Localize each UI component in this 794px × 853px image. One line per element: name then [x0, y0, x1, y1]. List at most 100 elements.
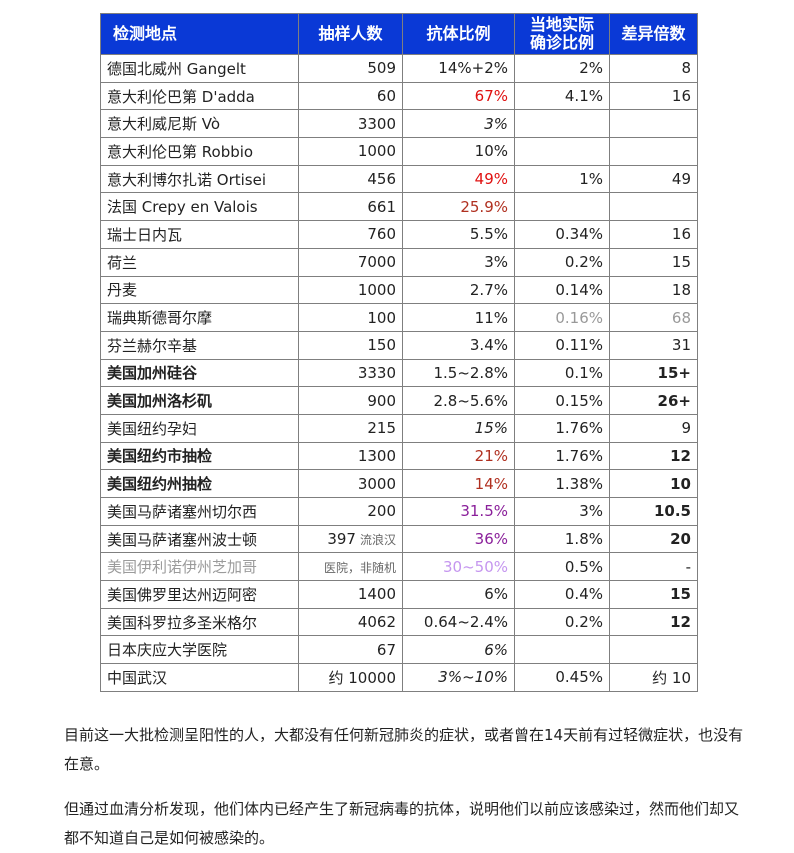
cell-location: 意大利博尔扎诺 Ortisei	[100, 164, 299, 194]
cell-confirmed-rate-text: 0.45%	[555, 668, 603, 687]
cell-ratio: 15	[609, 580, 698, 609]
cell-confirmed-rate-text: 0.16%	[555, 308, 603, 327]
cell-sample-size-text: 100	[367, 308, 396, 327]
cell-ratio: 68	[609, 303, 698, 332]
cell-location: 美国加州洛杉矶	[100, 386, 299, 415]
cell-confirmed-rate: 1.76%	[514, 413, 610, 443]
cell-sample-size-text: 397	[327, 530, 356, 549]
cell-antibody-rate: 3%	[402, 109, 515, 139]
cell-sample-size-text: 1300	[357, 446, 396, 465]
header-confirmed-rate: 当地实际 确诊比例	[514, 13, 610, 55]
table-row: 意大利伦巴第 Robbio 1000 10%	[100, 137, 698, 166]
cell-confirmed-rate-text: 0.5%	[564, 557, 603, 576]
cell-confirmed-rate: 0.45%	[514, 663, 610, 692]
cell-antibody-rate-text: 6%	[484, 585, 508, 604]
cell-ratio	[609, 635, 698, 665]
cell-confirmed-rate-text: 0.2%	[564, 253, 603, 272]
cell-ratio: 9	[609, 413, 698, 443]
cell-antibody-rate-text: 14%+2%	[438, 59, 508, 78]
cell-location: 美国加州硅谷	[100, 358, 299, 388]
cell-location-text: 德国北威州 Gangelt	[107, 59, 246, 78]
table-row: 美国马萨诸塞州波士顿 397 流浪汉 36% 1.8% 20	[100, 524, 698, 554]
cell-antibody-rate-text: 31.5%	[460, 502, 508, 521]
cell-location-text: 美国马萨诸塞州切尔西	[107, 502, 258, 521]
cell-location-text: 意大利博尔扎诺 Ortisei	[107, 170, 267, 189]
cell-sample-size-text: 509	[367, 59, 396, 78]
cell-sample-size: 100	[298, 303, 403, 332]
cell-antibody-rate-text: 2.7%	[469, 280, 508, 299]
cell-ratio: 10.5	[609, 497, 698, 526]
cell-sample-size: 医院，非随机	[298, 552, 403, 582]
table-row: 日本庆应大学医院 67 6%	[100, 635, 698, 665]
cell-sample-size-text: 661	[367, 197, 396, 216]
cell-ratio: -	[609, 552, 698, 582]
antibody-survey-table: 检测地点 抽样人数 抗体比例 当地实际 确诊比例 差异倍数 德国北威州 Gange…	[100, 13, 698, 692]
cell-sample-size: 7000	[298, 247, 403, 277]
paragraph-1: 目前这一大批检测呈阳性的人，大都没有任何新冠肺炎的症状，或者曾在14天前有过轻微…	[64, 726, 744, 773]
cell-ratio-text: 8	[681, 59, 691, 78]
cell-sample-size-text: 1000	[357, 142, 396, 161]
table-row: 荷兰 7000 3% 0.2% 15	[100, 247, 698, 277]
cell-confirmed-rate	[514, 137, 610, 166]
cell-location: 意大利威尼斯 Vò	[100, 109, 299, 139]
cell-ratio: 31	[609, 330, 698, 360]
table-row: 德国北威州 Gangelt 509 14%+2% 2% 8	[100, 54, 698, 83]
cell-sample-size: 200	[298, 497, 403, 526]
cell-sample-size: 397 流浪汉	[298, 524, 403, 554]
cell-confirmed-rate-text: 1.76%	[555, 446, 603, 465]
cell-ratio-text: 16	[671, 87, 691, 106]
cell-location-text: 法国 Crepy en Valois	[107, 198, 258, 217]
cell-confirmed-rate-text: 1%	[579, 170, 603, 189]
cell-ratio	[609, 137, 698, 166]
table-row: 芬兰赫尔辛基 150 3.4% 0.11% 31	[100, 330, 698, 360]
cell-location-text: 芬兰赫尔辛基	[107, 336, 198, 355]
cell-location: 美国纽约市抽检	[100, 441, 299, 471]
table-row: 美国科罗拉多圣米格尔 4062 0.64~2.4% 0.2% 12	[100, 607, 698, 637]
cell-sample-size: 456	[298, 164, 403, 194]
cell-ratio-text: 12	[670, 446, 691, 465]
cell-antibody-rate-text: 25.9%	[460, 197, 508, 216]
cell-antibody-rate-text: 15%	[474, 419, 508, 438]
cell-location-text: 美国加州洛杉矶	[107, 392, 213, 411]
cell-antibody-rate-text: 36%	[474, 530, 508, 549]
cell-location-text: 瑞士日内瓦	[107, 225, 183, 244]
cell-ratio-text: 10.5	[653, 502, 691, 521]
cell-ratio-text: 约 10	[652, 668, 691, 687]
cell-location: 瑞士日内瓦	[100, 220, 299, 249]
cell-antibody-rate: 3.4%	[402, 330, 515, 360]
cell-confirmed-rate: 0.15%	[514, 386, 610, 415]
cell-location: 中国武汉	[100, 663, 299, 692]
cell-confirmed-rate-text: 0.34%	[555, 225, 603, 244]
table-row: 瑞士日内瓦 760 5.5% 0.34% 16	[100, 220, 698, 249]
cell-ratio-text: 20	[670, 530, 691, 549]
cell-sample-size: 约 10000	[298, 663, 403, 692]
cell-sample-size: 661	[298, 192, 403, 222]
cell-antibody-rate: 11%	[402, 303, 515, 332]
table-row: 意大利伦巴第 D'adda 60 67% 4.1% 16	[100, 81, 698, 111]
cell-ratio: 15	[609, 247, 698, 277]
cell-ratio: 8	[609, 54, 698, 83]
cell-antibody-rate: 30~50%	[402, 552, 515, 582]
cell-location-text: 意大利伦巴第 Robbio	[107, 142, 254, 161]
cell-location-text: 丹麦	[107, 281, 138, 300]
cell-confirmed-rate: 0.5%	[514, 552, 610, 582]
cell-confirmed-rate-text: 0.14%	[555, 280, 603, 299]
cell-sample-size-text: 7000	[357, 253, 396, 272]
cell-sample-size-text: 3300	[357, 114, 396, 133]
cell-antibody-rate-text: 1.5~2.8%	[433, 363, 508, 382]
cell-ratio-text: 16	[671, 225, 691, 244]
cell-location: 美国伊利诺伊州芝加哥	[100, 552, 299, 582]
cell-ratio: 16	[609, 81, 698, 111]
cell-confirmed-rate-text: 2%	[579, 59, 603, 78]
table-row: 法国 Crepy en Valois 661 25.9%	[100, 192, 698, 222]
cell-location: 意大利伦巴第 D'adda	[100, 81, 299, 111]
cell-antibody-rate-text: 30~50%	[443, 557, 508, 576]
cell-antibody-rate: 21%	[402, 441, 515, 471]
cell-confirmed-rate-text: 1.76%	[555, 419, 603, 438]
cell-location-text: 意大利伦巴第 D'adda	[107, 87, 255, 106]
cell-sample-size-text: 215	[367, 419, 396, 438]
cell-antibody-rate-text: 3%~10%	[438, 668, 508, 687]
table-row: 美国马萨诸塞州切尔西 200 31.5% 3% 10.5	[100, 497, 698, 526]
table-row: 瑞典斯德哥尔摩 100 11% 0.16% 68	[100, 303, 698, 332]
cell-location: 美国马萨诸塞州切尔西	[100, 497, 299, 526]
